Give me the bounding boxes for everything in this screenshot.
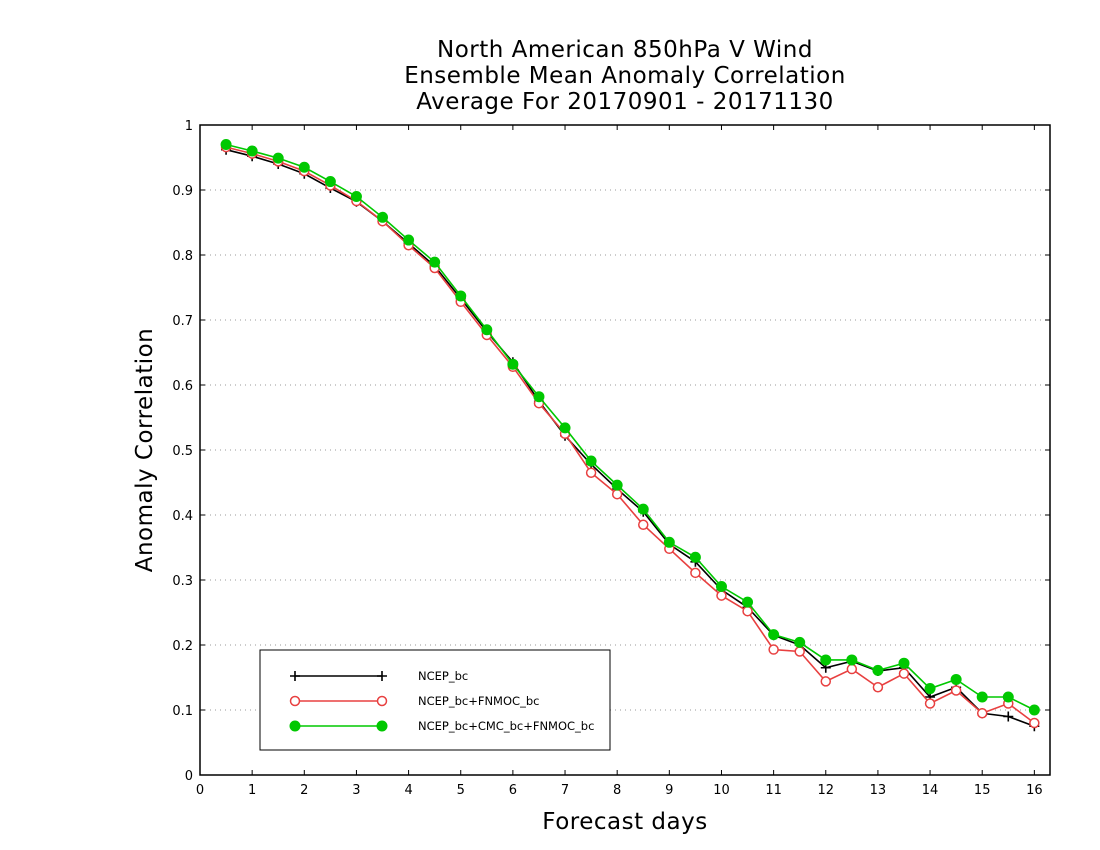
chart-title-line-2: Ensemble Mean Anomaly Correlation <box>404 63 846 89</box>
legend-box <box>259 649 611 751</box>
series-line-ncep-bc-cmc-bc-fnmoc-bc <box>225 143 1035 711</box>
data-point-ncep-bc-fnmoc-bc <box>690 567 701 579</box>
data-point-ncep-bc-cmc-bc-fnmoc-bc <box>689 551 701 563</box>
data-point-ncep-bc-cmc-bc-fnmoc-bc <box>611 479 623 491</box>
x-tick-label: 12 <box>817 783 834 798</box>
y-axis-label: Anomaly Correlation <box>132 327 158 573</box>
data-point-ncep-bc-fnmoc-bc <box>794 646 805 657</box>
legend-marker-ncep-bc-cmc-bc-fnmoc-bc <box>289 720 301 732</box>
legend-label-ncep-bc-fnmoc-bc: NCEP_bc+FNMOC_bc <box>418 694 539 708</box>
y-tick-label: 0.9 <box>172 184 193 199</box>
data-point-ncep-bc-cmc-bc-fnmoc-bc <box>924 683 936 695</box>
x-tick-label: 3 <box>352 783 360 798</box>
y-tick-label: 0.4 <box>172 509 193 524</box>
data-point-ncep-bc-fnmoc-bc <box>924 698 936 709</box>
x-tick-label: 0 <box>196 783 204 798</box>
data-point-ncep-bc-cmc-bc-fnmoc-bc <box>429 256 441 268</box>
data-point-ncep-bc-cmc-bc-fnmoc-bc <box>246 145 258 157</box>
x-tick-label: 7 <box>561 783 569 798</box>
y-tick-label: 0.5 <box>172 444 193 459</box>
y-tick-label: 0.1 <box>172 704 193 719</box>
data-point-ncep-bc-fnmoc-bc <box>716 590 727 601</box>
data-point-ncep-bc-cmc-bc-fnmoc-bc <box>559 422 571 434</box>
data-point-ncep-bc-cmc-bc-fnmoc-bc <box>350 191 362 202</box>
x-tick-label: 4 <box>404 783 412 798</box>
x-tick-label: 9 <box>665 783 673 798</box>
data-point-ncep-bc-fnmoc-bc <box>1029 717 1040 729</box>
data-point-ncep-bc-cmc-bc-fnmoc-bc <box>950 673 962 685</box>
x-tick-label: 15 <box>974 783 991 798</box>
data-point-ncep-bc-cmc-bc-fnmoc-bc <box>872 664 884 676</box>
data-point-ncep-bc-fnmoc-bc <box>638 519 649 530</box>
x-tick-label: 1 <box>248 783 256 798</box>
legend-marker-ncep-bc <box>290 671 300 681</box>
data-point-ncep-bc-cmc-bc-fnmoc-bc <box>742 596 754 608</box>
x-tick-label: 8 <box>613 783 621 798</box>
data-point-ncep-bc-cmc-bc-fnmoc-bc <box>481 324 493 336</box>
data-point-ncep-bc-fnmoc-bc <box>898 668 910 679</box>
data-point-ncep-bc-cmc-bc-fnmoc-bc <box>324 176 336 188</box>
data-point-ncep-bc-fnmoc-bc <box>976 708 988 719</box>
data-point-ncep-bc-fnmoc-bc <box>950 685 962 696</box>
y-tick-label: 0.6 <box>172 379 193 394</box>
x-tick-label: 14 <box>922 783 939 798</box>
x-tick-label: 11 <box>765 783 782 798</box>
data-point-ncep-bc-fnmoc-bc <box>846 663 858 675</box>
data-point-ncep-bc-cmc-bc-fnmoc-bc <box>377 211 389 223</box>
y-tick-label: 0.2 <box>172 639 193 654</box>
y-tick-label: 0.8 <box>172 249 193 264</box>
data-point-ncep-bc-cmc-bc-fnmoc-bc <box>846 654 858 666</box>
data-point-ncep-bc-cmc-bc-fnmoc-bc <box>298 161 310 173</box>
data-point-ncep-bc-fnmoc-bc <box>820 676 832 687</box>
y-tick-label: 1 <box>185 119 193 134</box>
x-tick-label: 16 <box>1026 783 1043 798</box>
data-point-ncep-bc-cmc-bc-fnmoc-bc <box>533 391 545 403</box>
x-axis-label: Forecast days <box>542 809 708 835</box>
data-point-ncep-bc-cmc-bc-fnmoc-bc <box>715 581 727 592</box>
chart-title-line-3: Average For 20170901 - 20171130 <box>416 89 834 115</box>
data-point-ncep-bc-cmc-bc-fnmoc-bc <box>1002 691 1014 703</box>
y-tick-label: 0.7 <box>172 314 193 329</box>
y-tick-label: 0 <box>185 769 193 784</box>
data-point-ncep-bc-cmc-bc-fnmoc-bc <box>507 358 519 370</box>
series-line-ncep-bc <box>225 148 1035 727</box>
legend-label-ncep-bc-cmc-bc-fnmoc-bc: NCEP_bc+CMC_bc+FNMOC_bc <box>418 719 594 733</box>
data-point-ncep-bc-fnmoc-bc <box>872 682 884 693</box>
x-tick-label: 10 <box>713 783 730 798</box>
data-point-ncep-bc-cmc-bc-fnmoc-bc <box>768 629 780 641</box>
x-tick-label: 6 <box>509 783 517 798</box>
legend-label-ncep-bc: NCEP_bc <box>418 669 468 683</box>
data-point-ncep-bc-cmc-bc-fnmoc-bc <box>794 636 806 648</box>
data-point-ncep-bc-cmc-bc-fnmoc-bc <box>820 654 832 666</box>
data-point-ncep-bc-cmc-bc-fnmoc-bc <box>1028 704 1040 716</box>
chart-title-line-1: North American 850hPa V Wind <box>437 37 813 63</box>
x-tick-label: 5 <box>457 783 465 798</box>
x-tick-label: 13 <box>870 783 887 798</box>
data-point-ncep-bc-fnmoc-bc <box>742 605 753 617</box>
data-point-ncep-bc-fnmoc-bc <box>611 488 623 500</box>
data-point-ncep-bc-cmc-bc-fnmoc-bc <box>663 536 675 548</box>
y-tick-label: 0.3 <box>172 574 193 589</box>
legend-marker-ncep-bc-fnmoc-bc <box>289 695 301 707</box>
data-point-ncep-bc-cmc-bc-fnmoc-bc <box>220 139 232 150</box>
x-tick-label: 2 <box>300 783 308 798</box>
data-point-ncep-bc-cmc-bc-fnmoc-bc <box>976 691 988 703</box>
legend-marker-ncep-bc <box>377 671 387 681</box>
legend-marker-ncep-bc-cmc-bc-fnmoc-bc <box>376 720 388 732</box>
legend-marker-ncep-bc-fnmoc-bc <box>376 695 388 707</box>
data-point-ncep-bc <box>1003 711 1014 722</box>
data-point-ncep-bc-cmc-bc-fnmoc-bc <box>403 234 415 246</box>
data-point-ncep-bc-cmc-bc-fnmoc-bc <box>898 657 910 669</box>
data-point-ncep-bc-cmc-bc-fnmoc-bc <box>637 503 649 515</box>
data-point-ncep-bc-cmc-bc-fnmoc-bc <box>272 152 284 164</box>
series-line-ncep-bc-fnmoc-bc <box>225 146 1035 724</box>
data-point-ncep-bc-cmc-bc-fnmoc-bc <box>585 455 597 467</box>
data-point-ncep-bc-cmc-bc-fnmoc-bc <box>455 290 467 302</box>
data-point-ncep-bc-fnmoc-bc <box>768 644 779 655</box>
data-point-ncep-bc-fnmoc-bc <box>585 467 597 478</box>
